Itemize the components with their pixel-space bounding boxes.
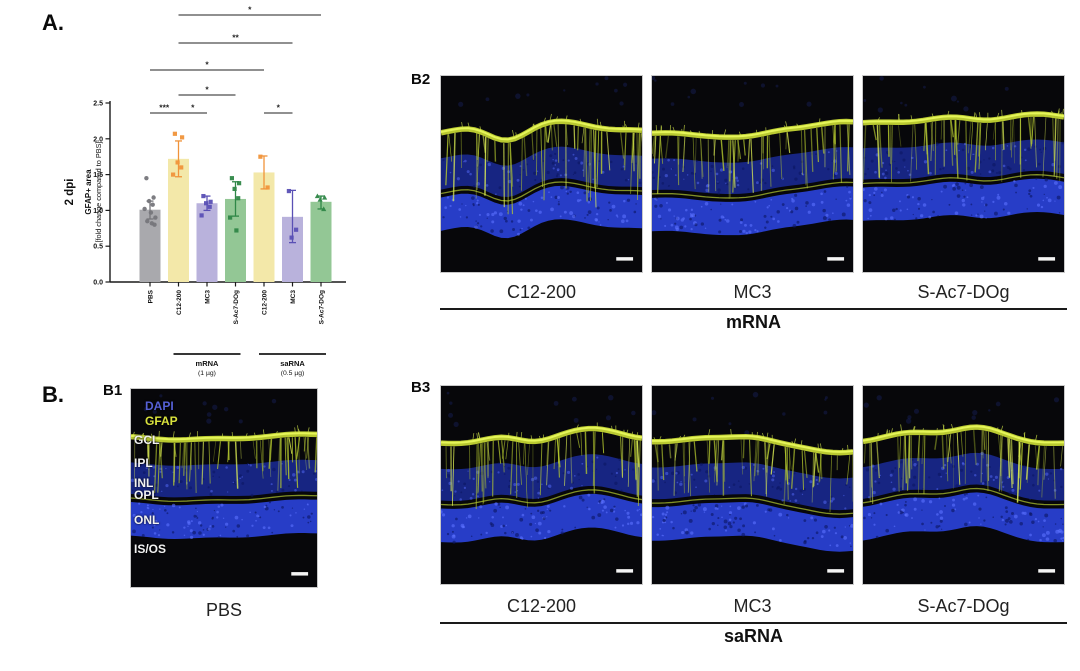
bar-S-Ac7-DOg xyxy=(310,201,332,282)
b2-micrograph-s-ac7-dog xyxy=(862,75,1065,273)
bar-chart-svg: 0.0 0.5 1.0 1.5 2.0 2.5 2 dpi GFAP+ area [fold c… xyxy=(64,5,346,377)
b2-caption-s-ac7-dog: S-Ac7-DOg xyxy=(917,282,1010,302)
scale-bar xyxy=(1038,569,1056,573)
svg-text:(1 µg): (1 µg) xyxy=(198,370,216,377)
svg-text:MC3: MC3 xyxy=(205,290,212,304)
gfap-legend-label: GFAP xyxy=(145,414,178,428)
panel-b-label: B. xyxy=(42,382,64,407)
panel-b1-label: B1 xyxy=(103,382,123,399)
b3-group-underline xyxy=(440,622,1067,624)
layer-label-inl: INL xyxy=(134,476,154,490)
svg-text:(0.5 µg): (0.5 µg) xyxy=(281,370,305,377)
svg-text:1.5: 1.5 xyxy=(93,172,103,179)
svg-text:mRNA: mRNA xyxy=(196,359,220,368)
scale-bar xyxy=(1038,257,1056,261)
svg-text:saRNA: saRNA xyxy=(280,359,305,368)
scale-bar xyxy=(616,569,634,573)
svg-text:***: *** xyxy=(159,103,170,113)
b3-group-label-sarna: saRNA xyxy=(723,626,784,646)
bar-MC3 xyxy=(196,203,218,282)
svg-text:S-Ac7-DOg: S-Ac7-DOg xyxy=(319,290,326,324)
svg-text:*: * xyxy=(191,103,195,113)
layer-label-opl: OPL xyxy=(134,488,159,502)
svg-text:GFAP+ area: GFAP+ area xyxy=(84,169,93,215)
b3-micrograph-s-ac7-dog xyxy=(862,385,1065,585)
layer-label-onl: ONL xyxy=(134,513,160,527)
gfap-bar-chart: 0.0 0.5 1.0 1.5 2.0 2.5 2 dpi GFAP+ area [fold c… xyxy=(40,0,388,394)
svg-text:0.5: 0.5 xyxy=(93,244,103,251)
svg-text:S-Ac7-DOg: S-Ac7-DOg xyxy=(233,290,240,324)
svg-text:C12-200: C12-200 xyxy=(262,290,269,315)
svg-text:MC3: MC3 xyxy=(290,290,297,304)
b3-micrograph-c12-200 xyxy=(440,385,643,585)
dapi-legend-label: DAPI xyxy=(145,399,174,413)
b2-caption-mc3: MC3 xyxy=(733,282,772,302)
svg-text:**: ** xyxy=(232,33,239,43)
layer-label-ipl: IPL xyxy=(134,456,153,470)
svg-text:2.5: 2.5 xyxy=(93,101,103,108)
svg-text:*: * xyxy=(205,60,209,70)
panel-b2-label: B2 xyxy=(411,71,431,88)
b1-caption-pbs: PBS xyxy=(205,600,243,620)
svg-text:*: * xyxy=(277,103,281,113)
svg-text:0.0: 0.0 xyxy=(93,280,103,287)
svg-text:*: * xyxy=(248,5,252,15)
b3-caption-c12-200: C12-200 xyxy=(506,596,577,616)
svg-text:2 dpi: 2 dpi xyxy=(64,179,76,206)
scale-bar xyxy=(827,569,845,573)
bar-C12-200 xyxy=(168,158,189,282)
panel-a-label: A. xyxy=(42,10,64,35)
svg-text:C12-200: C12-200 xyxy=(176,290,183,315)
panel-b3-label: B3 xyxy=(411,379,431,396)
scale-bar xyxy=(827,257,845,261)
bar-PBS xyxy=(139,209,161,282)
b2-micrograph-mc3 xyxy=(651,75,854,273)
svg-text:1.0: 1.0 xyxy=(93,208,103,215)
b2-micrograph-c12-200 xyxy=(440,75,643,273)
b2-group-underline xyxy=(440,308,1067,310)
bar-MC3 xyxy=(282,216,303,282)
b3-micrograph-mc3 xyxy=(651,385,854,585)
layer-label-isos: IS/OS xyxy=(134,542,167,556)
scale-bar xyxy=(291,572,309,576)
scale-bar xyxy=(616,257,634,261)
b2-caption-c12-200: C12-200 xyxy=(506,282,577,302)
b3-caption-mc3: MC3 xyxy=(733,596,772,616)
svg-text:[fold change compared to PBS]: [fold change compared to PBS] xyxy=(94,141,103,242)
svg-text:PBS: PBS xyxy=(148,289,155,303)
svg-text:2.0: 2.0 xyxy=(93,136,103,143)
layer-label-gcl: GCL xyxy=(134,433,160,447)
bar-C12-200 xyxy=(253,172,275,282)
svg-text:*: * xyxy=(205,85,209,95)
b3-caption-s-ac7-dog: S-Ac7-DOg xyxy=(917,596,1010,616)
retina-image-pbs xyxy=(131,389,317,587)
b1-micrograph-pbs: DAPI GFAP GCL IPL INL OPL ONL IS/OS xyxy=(130,388,318,588)
b2-group-label-mrna: mRNA xyxy=(725,312,781,332)
bar-S-Ac7-DOg xyxy=(225,198,246,282)
